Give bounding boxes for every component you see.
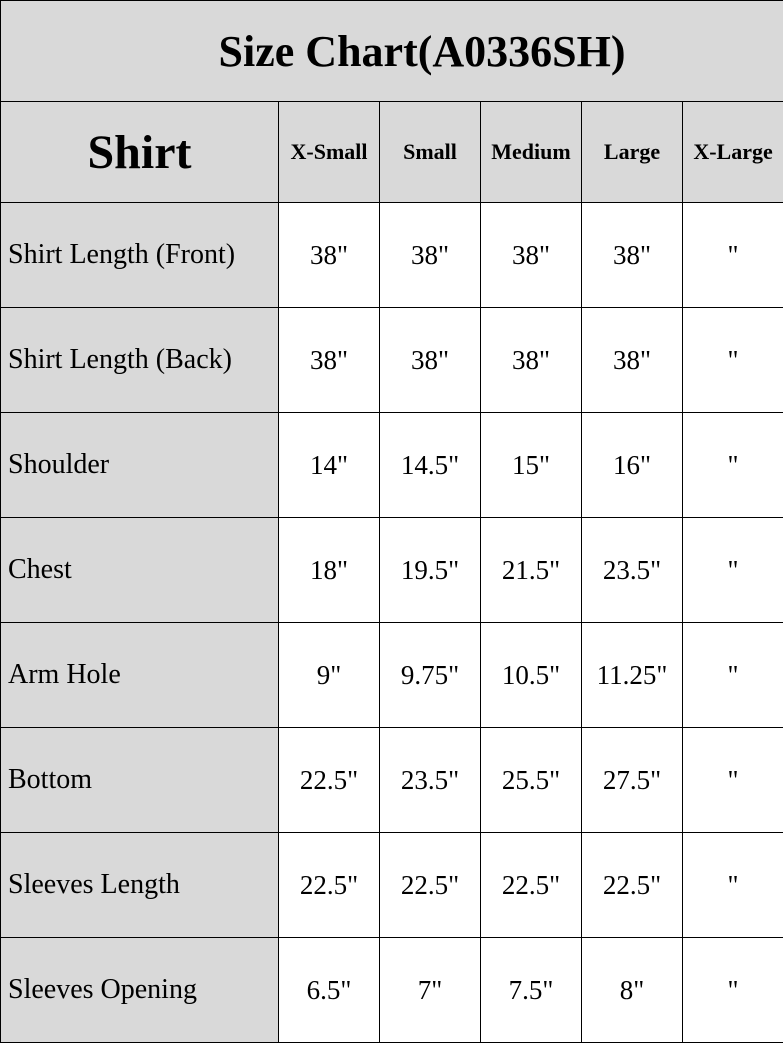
row-label: Shoulder <box>0 412 279 518</box>
measurement-cell: " <box>681 202 783 308</box>
measurement-cell: 23.5" <box>379 727 481 833</box>
measurement-cell: 38" <box>278 202 380 308</box>
measurement-cell: " <box>681 832 783 938</box>
measurement-cell: " <box>681 307 783 413</box>
category-header: Shirt <box>0 101 279 203</box>
size-header-x-small: X-Small <box>278 101 380 203</box>
row-label: Chest <box>0 517 279 623</box>
measurement-cell: 15" <box>480 412 582 518</box>
measurement-cell: " <box>681 622 783 728</box>
measurement-cell: 23.5" <box>581 517 683 623</box>
measurement-cell: 38" <box>379 202 481 308</box>
size-header-small: Small <box>379 101 481 203</box>
measurement-cell: 8" <box>581 937 683 1043</box>
measurement-cell: 10.5" <box>480 622 582 728</box>
measurement-cell: 9" <box>278 622 380 728</box>
size-header-x-large: X-Large <box>681 101 783 203</box>
row-label: Bottom <box>0 727 279 833</box>
measurement-cell: 25.5" <box>480 727 582 833</box>
measurement-cell: 14" <box>278 412 380 518</box>
row-label: Sleeves Length <box>0 832 279 938</box>
table-row: Sleeves Length 22.5" 22.5" 22.5" 22.5" " <box>0 832 783 938</box>
measurement-cell: 11.25" <box>581 622 683 728</box>
measurement-cell: 16" <box>581 412 683 518</box>
measurement-cell: 14.5" <box>379 412 481 518</box>
table-row: Shirt Length (Back) 38" 38" 38" 38" " <box>0 307 783 413</box>
measurement-cell: 9.75" <box>379 622 481 728</box>
table-row: Sleeves Opening 6.5" 7" 7.5" 8" " <box>0 937 783 1043</box>
table-row: Shirt Length (Front) 38" 38" 38" 38" " <box>0 202 783 308</box>
size-header-large: Large <box>581 101 683 203</box>
table-row: Bottom 22.5" 23.5" 25.5" 27.5" " <box>0 727 783 833</box>
measurement-cell: 27.5" <box>581 727 683 833</box>
chart-title: Size Chart(A0336SH) <box>0 0 783 102</box>
measurement-cell: 22.5" <box>278 832 380 938</box>
measurement-cell: 22.5" <box>379 832 481 938</box>
measurement-cell: 38" <box>480 202 582 308</box>
table-row: Chest 18" 19.5" 21.5" 23.5" " <box>0 517 783 623</box>
measurement-cell: 6.5" <box>278 937 380 1043</box>
measurement-cell: 22.5" <box>480 832 582 938</box>
measurement-cell: 22.5" <box>581 832 683 938</box>
measurement-cell: " <box>681 727 783 833</box>
measurement-cell: 21.5" <box>480 517 582 623</box>
measurement-cell: 38" <box>581 307 683 413</box>
row-label: Shirt Length (Front) <box>0 202 279 308</box>
measurement-cell: 38" <box>379 307 481 413</box>
row-label: Shirt Length (Back) <box>0 307 279 413</box>
size-header-medium: Medium <box>480 101 582 203</box>
measurement-cell: 38" <box>480 307 582 413</box>
table-row: Shoulder 14" 14.5" 15" 16" " <box>0 412 783 518</box>
measurement-cell: 38" <box>278 307 380 413</box>
table-row: Arm Hole 9" 9.75" 10.5" 11.25" " <box>0 622 783 728</box>
measurement-cell: " <box>681 412 783 518</box>
row-label: Sleeves Opening <box>0 937 279 1043</box>
measurement-cell: 38" <box>581 202 683 308</box>
measurement-cell: 22.5" <box>278 727 380 833</box>
measurement-cell: 18" <box>278 517 380 623</box>
measurement-cell: " <box>681 517 783 623</box>
row-label: Arm Hole <box>0 622 279 728</box>
measurement-cell: 7" <box>379 937 481 1043</box>
measurement-cell: " <box>681 937 783 1043</box>
measurement-cell: 7.5" <box>480 937 582 1043</box>
measurement-cell: 19.5" <box>379 517 481 623</box>
